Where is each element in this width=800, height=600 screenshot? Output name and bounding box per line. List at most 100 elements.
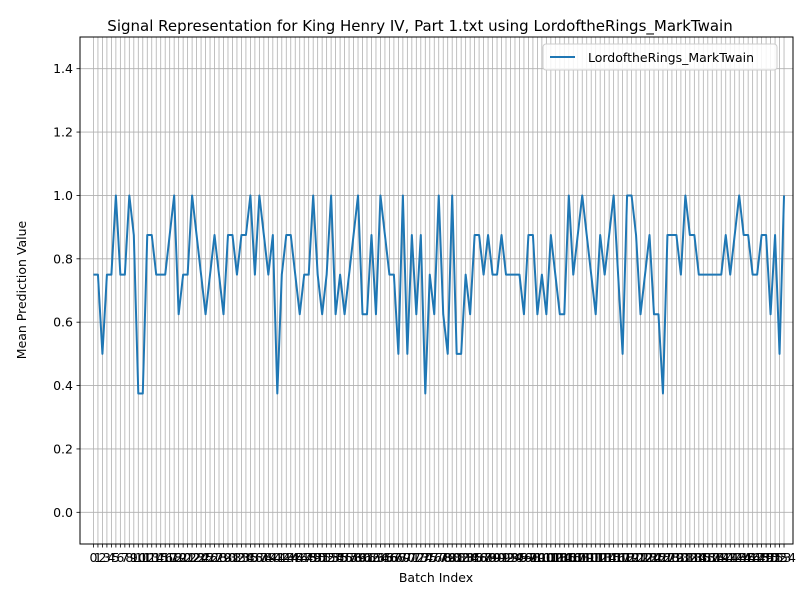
x-tick-label: 15 — [153, 550, 169, 565]
x-tick-label: 61 — [359, 550, 375, 565]
x-tick-label: 81 — [449, 550, 465, 565]
x-tick-label: 131 — [669, 550, 693, 565]
x-tick-label: 62 — [364, 550, 380, 565]
x-tick-label: 26 — [202, 550, 218, 565]
x-tick-label: 50 — [310, 550, 326, 565]
x-tick-label: 38 — [256, 550, 272, 565]
x-tick-label: 109 — [570, 550, 594, 565]
x-tick-label: 151 — [759, 550, 783, 565]
x-tick-label: 52 — [319, 550, 335, 565]
x-tick-label: 85 — [467, 550, 483, 565]
y-tick-label: 0.8 — [53, 251, 73, 266]
x-tick-label: 47 — [296, 550, 312, 565]
x-tick-label: 73 — [413, 550, 429, 565]
y-axis-label: Mean Prediction Value — [14, 220, 29, 359]
x-tick-label: 45 — [287, 550, 303, 565]
x-tick-label: 33 — [233, 550, 249, 565]
x-tick-label: 122 — [629, 550, 653, 565]
x-tick-label: 104 — [548, 550, 572, 565]
x-tick-label: 0 — [89, 550, 97, 565]
x-tick-label: 58 — [346, 550, 362, 565]
x-tick-label: 70 — [399, 550, 415, 565]
x-tick-label: 101 — [534, 550, 558, 565]
x-tick-label: 69 — [395, 550, 411, 565]
x-tick-label: 53 — [323, 550, 339, 565]
x-tick-label: 63 — [368, 550, 384, 565]
x-tick-label: 64 — [372, 550, 388, 565]
x-tick-label: 113 — [588, 550, 612, 565]
x-tick-label: 14 — [148, 550, 164, 565]
x-tick-label: 147 — [741, 550, 765, 565]
x-tick-label: 32 — [229, 550, 245, 565]
x-tick-label: 78 — [435, 550, 451, 565]
x-tick-label: 18 — [166, 550, 182, 565]
legend-box — [542, 43, 778, 71]
x-tick-label: 19 — [171, 550, 187, 565]
x-tick-label: 8 — [125, 550, 133, 565]
x-tick-label: 142 — [718, 550, 742, 565]
y-tick-label: 1.4 — [53, 61, 73, 76]
x-tick-label: 30 — [220, 550, 236, 565]
x-axis: 0123456789101112131415161718192021222324… — [89, 544, 796, 565]
x-tick-label: 46 — [292, 550, 308, 565]
x-tick-label: 49 — [305, 550, 321, 565]
y-tick-label: 0.6 — [53, 315, 73, 330]
x-tick-label: 152 — [763, 550, 787, 565]
x-tick-label: 134 — [682, 550, 706, 565]
x-tick-label: 75 — [422, 550, 438, 565]
x-tick-label: 148 — [745, 550, 769, 565]
x-tick-label: 48 — [301, 550, 317, 565]
x-tick-label: 17 — [162, 550, 178, 565]
x-tick-label: 24 — [193, 550, 209, 565]
x-tick-label: 41 — [269, 550, 285, 565]
x-tick-label: 74 — [417, 550, 433, 565]
x-tick-label: 5 — [112, 550, 120, 565]
x-tick-label: 149 — [750, 550, 774, 565]
x-tick-label: 153 — [768, 550, 792, 565]
x-tick-label: 13 — [144, 550, 160, 565]
x-tick-label: 144 — [727, 550, 751, 565]
x-tick-label: 2 — [98, 550, 106, 565]
x-tick-label: 34 — [238, 550, 254, 565]
x-tick-label: 25 — [198, 550, 214, 565]
x-tick-label: 130 — [664, 550, 688, 565]
x-tick-label: 90 — [489, 550, 505, 565]
x-tick-label: 86 — [471, 550, 487, 565]
x-tick-label: 154 — [772, 550, 796, 565]
series-line — [93, 194, 786, 395]
x-tick-label: 129 — [660, 550, 684, 565]
y-tick-label: 0.4 — [53, 378, 73, 393]
x-tick-label: 107 — [561, 550, 585, 565]
x-tick-label: 21 — [180, 550, 196, 565]
x-tick-label: 77 — [431, 550, 447, 565]
x-tick-label: 119 — [615, 550, 639, 565]
x-tick-label: 150 — [754, 550, 778, 565]
x-tick-label: 99 — [529, 550, 545, 565]
x-tick-label: 116 — [602, 550, 626, 565]
x-tick-label: 125 — [642, 550, 666, 565]
legend: LordoftheRings_MarkTwain — [542, 43, 778, 71]
chart-title: Signal Representation for King Henry IV,… — [107, 17, 732, 36]
x-tick-label: 28 — [211, 550, 227, 565]
x-tick-label: 39 — [260, 550, 276, 565]
x-tick-label: 95 — [512, 550, 528, 565]
x-tick-label: 106 — [557, 550, 581, 565]
x-tick-label: 7 — [121, 550, 129, 565]
x-tick-label: 84 — [462, 550, 478, 565]
x-tick-label: 16 — [157, 550, 173, 565]
x-tick-label: 110 — [575, 550, 599, 565]
y-tick-label: 1.2 — [53, 125, 73, 140]
x-tick-label: 141 — [714, 550, 738, 565]
x-tick-label: 36 — [247, 550, 263, 565]
x-tick-label: 51 — [314, 550, 330, 565]
x-tick-label: 138 — [700, 550, 724, 565]
series-layer — [93, 194, 786, 395]
x-tick-label: 68 — [390, 550, 406, 565]
x-tick-label: 146 — [736, 550, 760, 565]
x-tick-label: 12 — [139, 550, 155, 565]
x-tick-label: 1 — [94, 550, 102, 565]
x-tick-label: 3 — [103, 550, 111, 565]
x-tick-label: 9 — [130, 550, 138, 565]
